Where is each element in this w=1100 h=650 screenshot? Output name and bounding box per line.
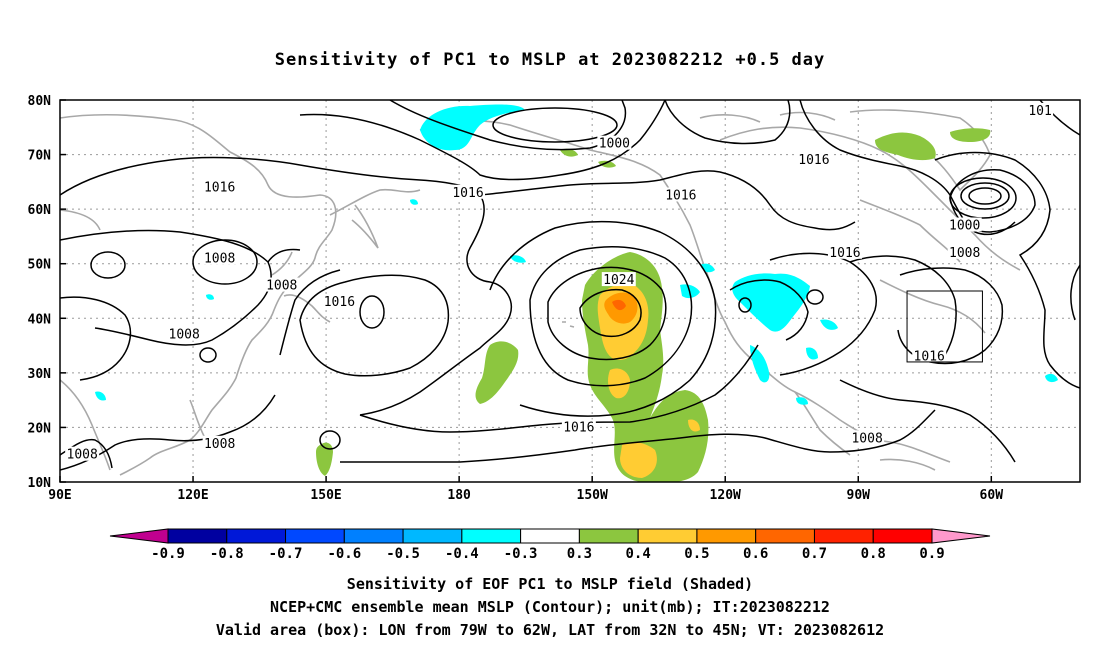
contour-label: 1016 [798, 153, 829, 168]
colorbar-swatch [520, 528, 580, 544]
colorbar-min-arrow [109, 528, 169, 544]
colorbar-tick-label: -0.3 [504, 546, 538, 562]
contour-label: 1024 [603, 273, 634, 288]
lon-label: 150W [577, 488, 608, 503]
colorbar-tick-label: 0.8 [861, 546, 886, 562]
contour-label-bg [322, 293, 357, 308]
contour-label: 1016 [204, 180, 235, 195]
sensitivity-shading [95, 104, 1058, 482]
contour-label-bg [65, 446, 100, 461]
contour-label-bg [202, 435, 237, 450]
colorbar-tick-label: -0.8 [210, 546, 244, 562]
colorbar-swatch [343, 528, 404, 544]
contour-label: 1008 [204, 437, 235, 452]
colorbar-swatch [872, 528, 933, 544]
lon-label: 150E [310, 488, 341, 503]
colorbar-tick-label: -0.7 [269, 546, 303, 562]
contour-label-bg [912, 348, 947, 363]
map-frame [59, 99, 1081, 483]
colorbar-swatch [637, 528, 698, 544]
colorbar-tick-label: -0.9 [151, 546, 185, 562]
contour-label-bg [561, 419, 596, 434]
contour-label: 1016 [324, 295, 355, 310]
coastlines [60, 109, 1021, 476]
contour-label: 1008 [949, 246, 980, 261]
contour-label-bg [597, 135, 632, 150]
contour-label: 1008 [851, 431, 882, 446]
colorbar-tick-label: 0.3 [567, 546, 592, 562]
contour-label: 1016 [914, 349, 945, 364]
colorbar-swatch [813, 528, 874, 544]
lat-label: 60N [28, 203, 52, 218]
footer-line-3: Valid area (box): LON from 79W to 62W, L… [215, 621, 885, 639]
contour-label: 1016 [665, 189, 696, 204]
lon-label: 120W [710, 488, 741, 503]
lat-label: 20N [28, 421, 52, 436]
contour-label: 1008 [266, 279, 297, 294]
contour-label: 1016 [829, 246, 860, 261]
colorbar-swatch [755, 528, 815, 544]
colorbar-swatch [578, 528, 639, 544]
footer-line-2: NCEP+CMC ensemble mean MSLP (Contour); u… [270, 598, 830, 616]
contour-labels: 1000 1016 1016 1016 1016 1008 1008 1016 1008 1024… [65, 102, 1054, 463]
lat-label: 80N [28, 94, 52, 109]
contour-label-bg [1027, 102, 1054, 117]
contour-label-bg [601, 272, 636, 287]
lon-label: 180 [447, 488, 471, 503]
colorbar-tick-label: 0.6 [743, 546, 768, 562]
contour-label-bg [850, 430, 885, 445]
contour-label: 1000 [949, 219, 980, 234]
lon-label: 60W [980, 488, 1004, 503]
contour-label-bg [451, 184, 485, 199]
colorbar-swatch [402, 528, 463, 544]
colorbar-tick-label: 0.9 [919, 546, 944, 562]
lon-label: 120E [177, 488, 208, 503]
contour-label: 101 [1028, 104, 1051, 119]
colorbar-tick-label: 0.5 [684, 546, 709, 562]
lat-label: 50N [28, 258, 52, 273]
lat-label: 10N [28, 476, 52, 491]
lat-label: 70N [28, 149, 52, 164]
contour-label: 1000 [599, 137, 630, 152]
colorbar: -0.9 -0.8 -0.7 -0.6 -0.5 -0.4 -0.3 0.3 0.4 0.5 0.6… [109, 528, 991, 562]
colorbar-tick-label: 0.7 [802, 546, 827, 562]
contour-label: 1016 [452, 186, 483, 201]
contour-label: 1016 [563, 420, 594, 435]
contour-label-bg [947, 244, 982, 259]
contour-label-bg [202, 250, 237, 265]
colorbar-swatch [226, 528, 287, 544]
contour-label-bg [796, 152, 831, 167]
contour-label-bg [947, 217, 982, 232]
lat-label: 30N [28, 367, 52, 382]
colorbar-swatch [285, 528, 345, 544]
lat-label: 40N [28, 312, 52, 327]
colorbar-max-arrow [931, 528, 991, 544]
contour-label-bg [202, 179, 237, 194]
map-title: Sensitivity of PC1 to MSLP at 2023082212… [274, 50, 826, 70]
colorbar-swatch [167, 528, 228, 544]
footer-line-1: Sensitivity of EOF PC1 to MSLP field (Sh… [346, 575, 754, 593]
colorbar-swatch [696, 528, 757, 544]
colorbar-tick-label: -0.6 [327, 546, 361, 562]
valid-area-box [906, 290, 983, 363]
lon-label: 90E [48, 488, 71, 503]
contour-label: 1008 [67, 448, 98, 463]
contour-label: 1008 [204, 251, 235, 266]
contour-label-bg [663, 187, 698, 202]
contour-label: 1008 [169, 328, 200, 343]
colorbar-tick-label: 0.4 [626, 546, 651, 562]
colorbar-tick-label: -0.5 [386, 546, 420, 562]
lon-label: 90W [847, 488, 871, 503]
colorbar-tick-label: -0.4 [445, 546, 479, 562]
contour-label-bg [264, 277, 299, 292]
contour-label-bg [827, 244, 862, 259]
contour-label-bg [167, 326, 202, 341]
colorbar-swatch [461, 528, 522, 544]
